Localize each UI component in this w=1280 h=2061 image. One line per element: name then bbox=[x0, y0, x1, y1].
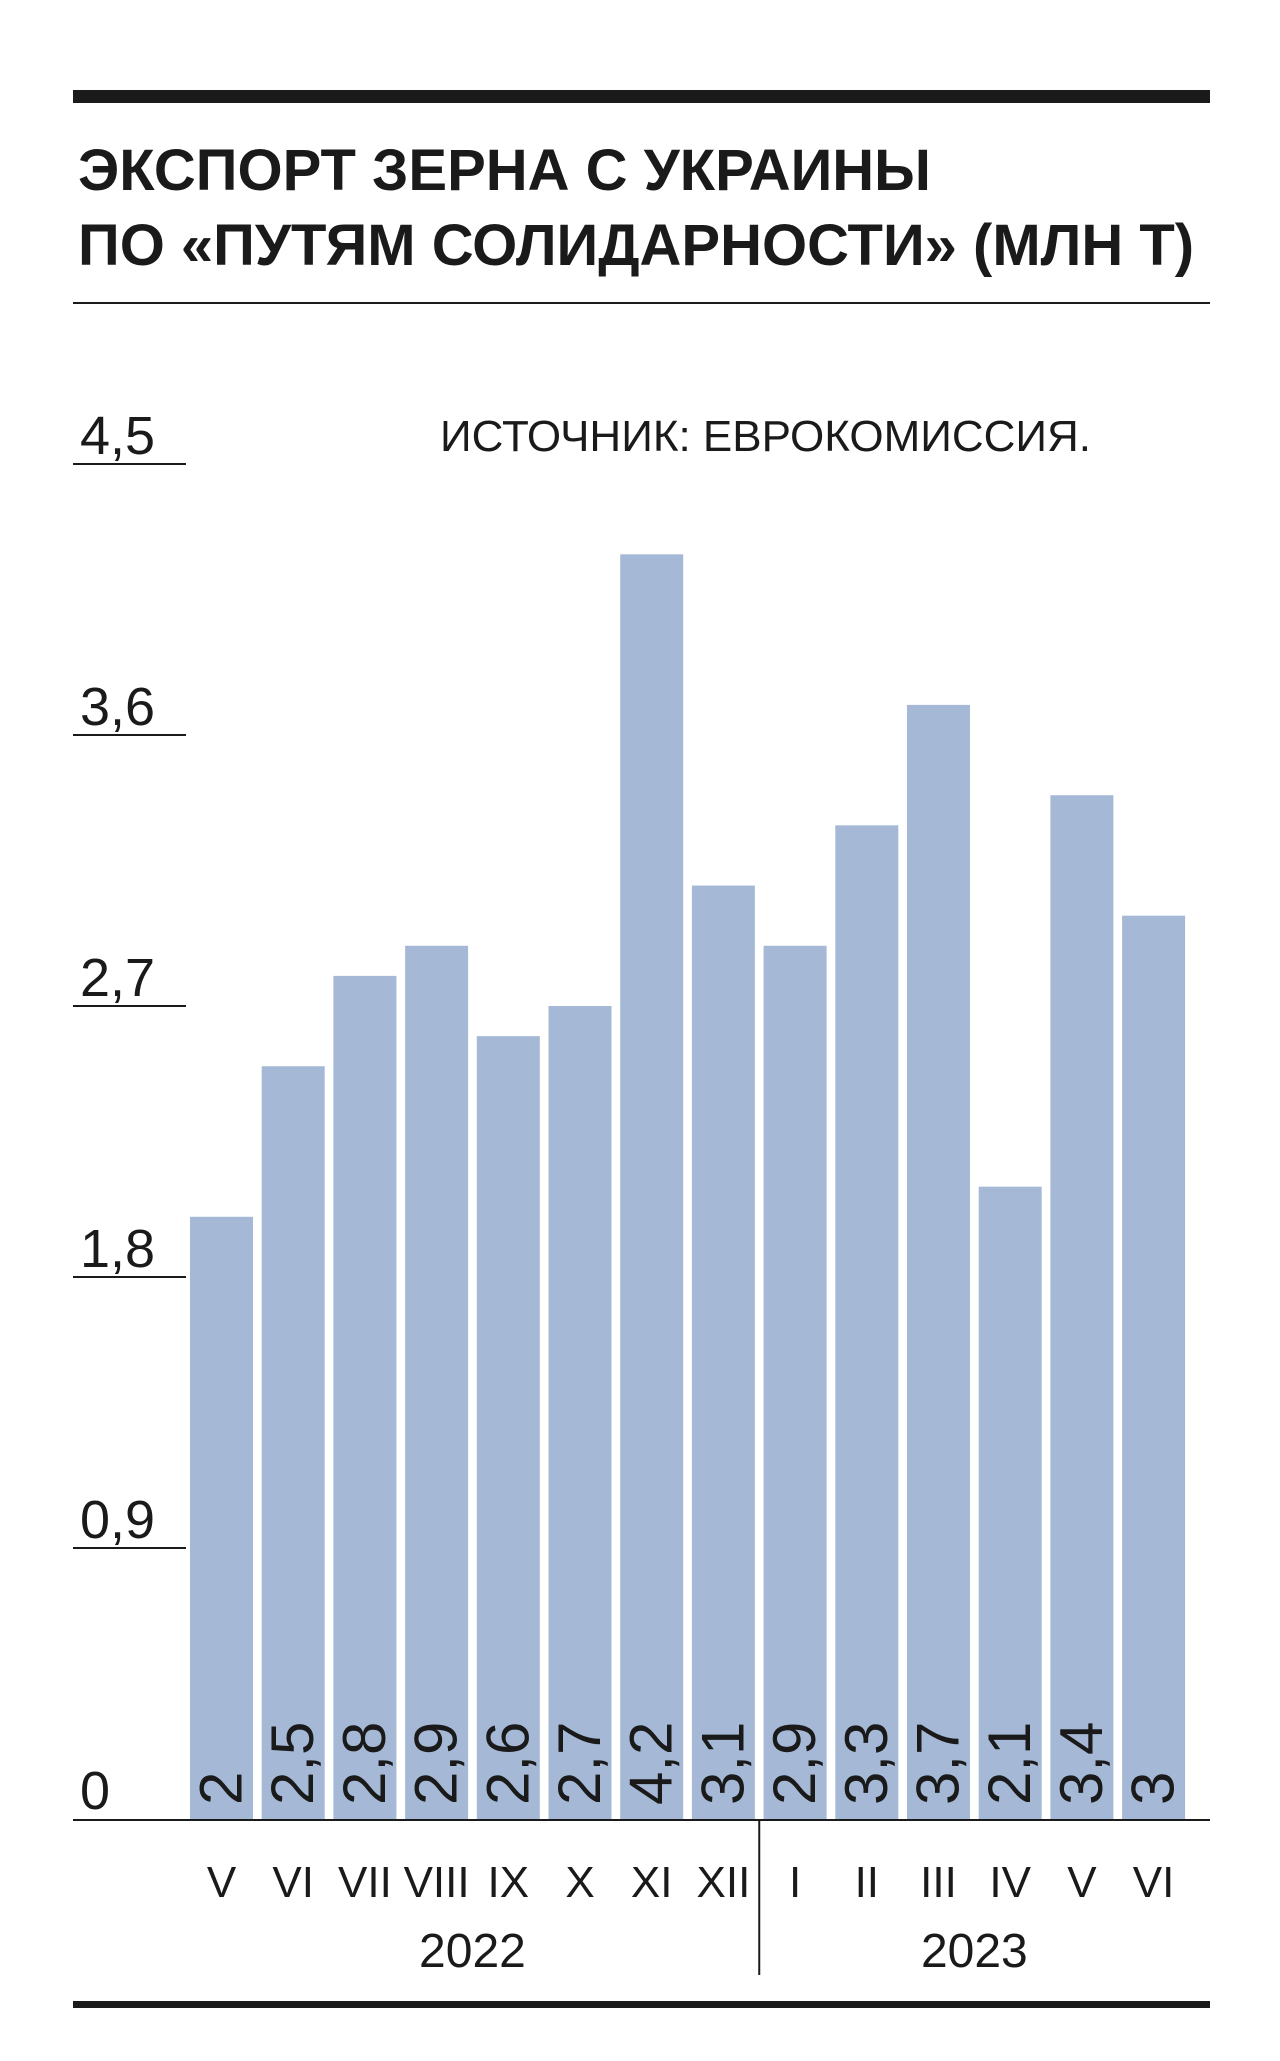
y-tick-label: 1,8 bbox=[80, 1219, 155, 1279]
bar-value-label: 2,1 bbox=[976, 1722, 1043, 1805]
bar-value-label: 2,6 bbox=[474, 1722, 541, 1805]
year-label: 2022 bbox=[419, 1925, 526, 1978]
bar bbox=[907, 704, 970, 1819]
x-tick-label: VII bbox=[338, 1858, 392, 1907]
bar bbox=[691, 885, 755, 1819]
y-tick-line bbox=[73, 1276, 186, 1278]
x-axis-categories: V VI VII VIII IX X XI XII I II III IV V VI bbox=[207, 1858, 1175, 1907]
bar bbox=[835, 825, 899, 1819]
bar bbox=[1122, 915, 1186, 1819]
bar bbox=[333, 975, 397, 1819]
bar-value-label: 2,5 bbox=[259, 1722, 326, 1805]
y-tick-line bbox=[73, 734, 186, 736]
x-tick-label: XII bbox=[697, 1858, 751, 1907]
x-tick-label: XI bbox=[631, 1858, 673, 1907]
bottom-rule bbox=[73, 2001, 1210, 2008]
bar-value-label: 2,9 bbox=[403, 1722, 470, 1805]
bar-value-label: 2 bbox=[188, 1772, 255, 1805]
bar bbox=[405, 945, 469, 1819]
bar-value-label: 2,9 bbox=[761, 1722, 828, 1805]
x-axis-years: 2022 2023 bbox=[419, 1820, 1028, 1978]
bar-value-label: 3,1 bbox=[689, 1722, 756, 1805]
y-tick-label: 2,7 bbox=[80, 948, 155, 1008]
y-tick-label: 4,5 bbox=[80, 406, 155, 466]
bar bbox=[261, 1066, 325, 1819]
title-divider bbox=[73, 302, 1210, 304]
x-tick-label: I bbox=[789, 1858, 801, 1907]
x-tick-label: III bbox=[920, 1858, 957, 1907]
x-tick-label: V bbox=[1067, 1858, 1097, 1907]
bar-value-label: 2,7 bbox=[546, 1722, 613, 1805]
y-tick-line bbox=[73, 1005, 186, 1007]
x-tick-label: IV bbox=[989, 1858, 1031, 1907]
bar-value-label: 3,3 bbox=[833, 1722, 900, 1805]
x-tick-label: VIII bbox=[404, 1858, 470, 1907]
chart-title-line-1: ЭКСПОРТ ЗЕРНА С УКРАИНЫ bbox=[78, 138, 931, 203]
x-tick-label: VI bbox=[1133, 1858, 1175, 1907]
top-rule bbox=[73, 90, 1210, 103]
bar bbox=[476, 1036, 540, 1819]
bar bbox=[548, 1006, 612, 1819]
y-tick-label: 0,9 bbox=[80, 1490, 155, 1550]
x-tick-label: II bbox=[855, 1858, 879, 1907]
chart-source: ИСТОЧНИК: ЕВРОКОМИССИЯ. bbox=[440, 412, 1091, 461]
bar-value-label: 3 bbox=[1120, 1772, 1187, 1805]
year-separator bbox=[758, 1820, 761, 1975]
bar-value-label: 3,4 bbox=[1048, 1722, 1115, 1805]
bars bbox=[190, 554, 1186, 1820]
y-axis: 0 0,9 1,8 2,7 3,6 4,5 bbox=[73, 406, 186, 1821]
value-labels: 2 2,5 2,8 2,9 2,6 2,7 4,2 3,1 2,9 3,3 3,7 2,1 3,4 3 bbox=[188, 1722, 1187, 1805]
x-tick-label: IX bbox=[488, 1858, 530, 1907]
bar bbox=[190, 1216, 253, 1819]
bar-value-label: 2,8 bbox=[331, 1722, 398, 1805]
y-tick-line bbox=[73, 1547, 186, 1549]
bar bbox=[1050, 795, 1114, 1819]
bar bbox=[763, 945, 827, 1819]
year-label: 2023 bbox=[921, 1925, 1028, 1978]
x-tick-label: V bbox=[207, 1858, 237, 1907]
y-tick-label: 3,6 bbox=[80, 677, 155, 737]
x-tick-label: VI bbox=[272, 1858, 314, 1907]
chart-title-line-2: ПО «ПУТЯМ СОЛИДАРНОСТИ» (МЛН Т) bbox=[78, 213, 1194, 278]
bar-value-label: 4,2 bbox=[618, 1722, 685, 1805]
x-tick-label: X bbox=[565, 1858, 594, 1907]
y-tick-label: 0 bbox=[80, 1761, 110, 1821]
bar bbox=[978, 1186, 1042, 1819]
x-axis-baseline bbox=[73, 1819, 1210, 1821]
bar-value-label: 3,7 bbox=[905, 1722, 972, 1805]
y-tick-line bbox=[73, 463, 186, 465]
bar bbox=[620, 554, 684, 1820]
